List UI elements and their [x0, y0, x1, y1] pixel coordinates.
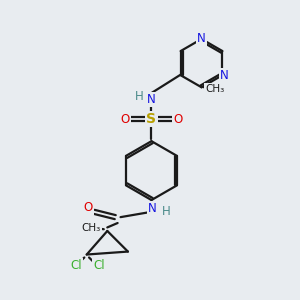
- Text: N: N: [197, 32, 206, 46]
- Text: Cl: Cl: [93, 259, 105, 272]
- Text: H: H: [162, 205, 171, 218]
- Text: CH₃: CH₃: [82, 223, 101, 233]
- Text: N: N: [148, 202, 156, 215]
- Text: H: H: [135, 91, 143, 103]
- Text: O: O: [83, 201, 93, 214]
- Text: O: O: [120, 112, 130, 126]
- Text: N: N: [220, 69, 228, 82]
- Text: CH₃: CH₃: [205, 84, 224, 94]
- Text: S: S: [146, 112, 157, 126]
- Text: Cl: Cl: [70, 259, 82, 272]
- Text: O: O: [173, 112, 183, 126]
- Text: N: N: [147, 93, 156, 106]
